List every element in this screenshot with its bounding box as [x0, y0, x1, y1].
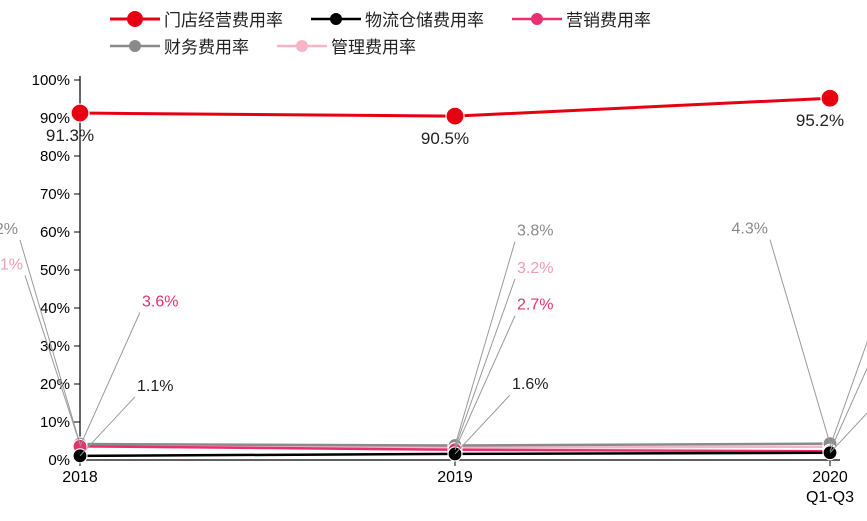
svg-text:3.6%: 3.6%: [142, 293, 178, 310]
svg-text:90%: 90%: [40, 110, 70, 127]
legend-item-logistics: 物流仓储费用率: [311, 6, 484, 31]
chart-legend: 门店经营费用率 物流仓储费用率 营销费用率财务费用率 管理费用率: [110, 6, 770, 60]
svg-text:40%: 40%: [40, 300, 70, 317]
svg-text:0%: 0%: [48, 452, 70, 469]
svg-text:70%: 70%: [40, 186, 70, 203]
svg-text:4.1%: 4.1%: [0, 256, 23, 273]
legend-label: 管理费用率: [331, 33, 416, 58]
legend-swatch: [311, 9, 361, 29]
svg-text:2019: 2019: [437, 469, 473, 486]
legend-swatch: [110, 36, 160, 56]
svg-text:4.2%: 4.2%: [0, 221, 18, 238]
svg-text:Q1-Q3: Q1-Q3: [806, 489, 854, 506]
legend-item-store_ops: 门店经营费用率: [110, 6, 283, 31]
legend-item-admin: 管理费用率: [277, 33, 416, 58]
svg-text:50%: 50%: [40, 262, 70, 279]
svg-text:3.8%: 3.8%: [517, 223, 553, 240]
legend-swatch: [277, 36, 327, 56]
svg-text:90.5%: 90.5%: [421, 129, 469, 148]
legend-swatch: [512, 9, 562, 29]
expense-rate-chart: 门店经营费用率 物流仓储费用率 营销费用率财务费用率 管理费用率 0% 10% 20% 30…: [0, 0, 867, 521]
legend-item-finance: 财务费用率: [110, 33, 249, 58]
svg-text:3.2%: 3.2%: [517, 260, 553, 277]
svg-text:60%: 60%: [40, 224, 70, 241]
svg-text:2.7%: 2.7%: [517, 297, 553, 314]
svg-text:10%: 10%: [40, 414, 70, 431]
svg-text:2018: 2018: [62, 469, 98, 486]
svg-text:4.3%: 4.3%: [732, 221, 768, 238]
legend-label: 物流仓储费用率: [365, 6, 484, 31]
legend-label: 营销费用率: [566, 6, 651, 31]
legend-item-marketing: 营销费用率: [512, 6, 651, 31]
chart-canvas: 0% 10% 20% 30% 40% 50% 60% 70% 80% 90% 100% 2018 201…: [0, 0, 867, 521]
svg-text:91.3%: 91.3%: [46, 126, 94, 145]
svg-text:1.1%: 1.1%: [137, 378, 173, 395]
svg-text:20%: 20%: [40, 376, 70, 393]
svg-text:1.6%: 1.6%: [512, 376, 548, 393]
svg-text:80%: 80%: [40, 148, 70, 165]
svg-text:100%: 100%: [32, 72, 70, 89]
svg-text:95.2%: 95.2%: [796, 111, 844, 130]
svg-text:2020: 2020: [812, 469, 848, 486]
svg-text:30%: 30%: [40, 338, 70, 355]
legend-label: 门店经营费用率: [164, 6, 283, 31]
legend-label: 财务费用率: [164, 33, 249, 58]
legend-swatch: [110, 9, 160, 29]
